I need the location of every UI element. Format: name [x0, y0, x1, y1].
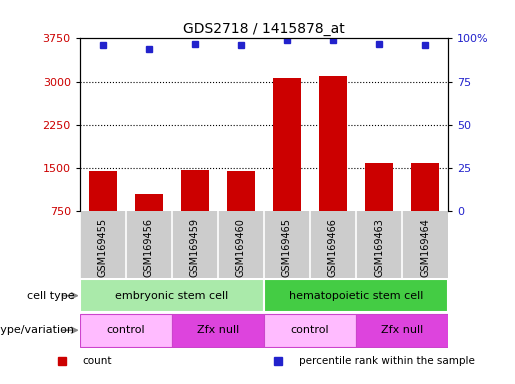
- Text: control: control: [107, 325, 145, 335]
- Text: GSM169466: GSM169466: [328, 218, 338, 277]
- Bar: [135, 194, 163, 211]
- Bar: [356, 314, 448, 347]
- Title: GDS2718 / 1415878_at: GDS2718 / 1415878_at: [183, 22, 345, 36]
- Text: percentile rank within the sample: percentile rank within the sample: [299, 356, 475, 366]
- Bar: [80, 279, 264, 312]
- Text: Zfx null: Zfx null: [197, 325, 239, 335]
- Bar: [319, 76, 347, 211]
- Text: genotype/variation: genotype/variation: [0, 325, 75, 335]
- Bar: [172, 314, 264, 347]
- Text: Zfx null: Zfx null: [381, 325, 423, 335]
- Text: GSM169455: GSM169455: [98, 218, 108, 277]
- Text: GSM169463: GSM169463: [374, 218, 384, 277]
- Text: GSM169459: GSM169459: [190, 218, 200, 277]
- Bar: [181, 170, 209, 211]
- Text: embryonic stem cell: embryonic stem cell: [115, 291, 229, 301]
- Text: cell type: cell type: [27, 291, 75, 301]
- Text: GSM169456: GSM169456: [144, 218, 154, 277]
- Text: control: control: [290, 325, 329, 335]
- Bar: [365, 163, 393, 211]
- Text: GSM169464: GSM169464: [420, 218, 430, 277]
- Bar: [411, 164, 439, 211]
- Bar: [273, 78, 301, 211]
- Text: hematopoietic stem cell: hematopoietic stem cell: [289, 291, 423, 301]
- Bar: [264, 279, 448, 312]
- Text: count: count: [82, 356, 112, 366]
- Text: GSM169460: GSM169460: [236, 218, 246, 277]
- Bar: [89, 171, 116, 211]
- Text: GSM169465: GSM169465: [282, 218, 292, 277]
- Bar: [227, 171, 255, 211]
- Bar: [80, 314, 172, 347]
- Bar: [264, 314, 356, 347]
